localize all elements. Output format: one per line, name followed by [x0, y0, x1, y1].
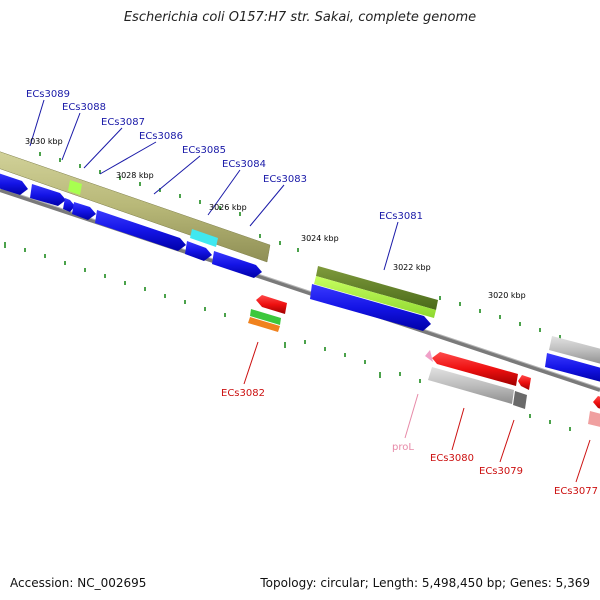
- gene-label-ecs3081[interactable]: ECs3081: [379, 211, 423, 222]
- cog-band-ecs3082-orange: [248, 317, 280, 332]
- cog-band-ecs3079-dark: [513, 391, 527, 409]
- gene-label-ecs3086[interactable]: ECs3086: [139, 131, 183, 142]
- cds-reverse-ecs3077: [593, 396, 600, 409]
- cog-band-ecs3079: [428, 367, 514, 404]
- gene-label-ecs3079[interactable]: ECs3079: [479, 466, 523, 477]
- cog-band-ecs3081-lime: [314, 276, 436, 318]
- trna-prol: [425, 350, 433, 362]
- tick-label: 3026 kbp: [209, 203, 247, 212]
- gene-label-ecs3089[interactable]: ECs3089: [26, 89, 70, 100]
- cog-segment-lime: [68, 180, 82, 195]
- tick-label: 3030 kbp: [25, 137, 63, 146]
- cog-segment-cyan: [190, 229, 218, 247]
- map-title: Escherichia coli O157:H7 str. Sakai, com…: [123, 10, 477, 25]
- cds-reverse-small: [518, 375, 531, 390]
- gene-label-ecs3084[interactable]: ECs3084: [222, 159, 266, 170]
- cog-band-ecs3077: [588, 411, 600, 427]
- gene-label-ecs3080[interactable]: ECs3080: [430, 453, 474, 464]
- cds-reverse-ecs3082: [256, 295, 287, 314]
- gene-label-ecs3085[interactable]: ECs3085: [182, 145, 226, 156]
- gc-skew-dots-upper: [39, 152, 561, 339]
- genome-summary-text: Topology: circular; Length: 5,498,450 bp…: [260, 576, 590, 590]
- cds-forward: [185, 241, 212, 261]
- tick-label: 3024 kbp: [301, 234, 339, 243]
- cds-forward-right: [545, 353, 600, 382]
- accession-text: Accession: NC_002695: [10, 576, 147, 590]
- cds-forward: [72, 202, 96, 220]
- gene-label-ecs3077[interactable]: ECs3077: [554, 486, 598, 497]
- genome-backbone: [0, 188, 600, 392]
- gene-label-prol[interactable]: proL: [392, 442, 414, 453]
- gene-label-ecs3088[interactable]: ECs3088: [62, 102, 106, 113]
- gc-skew-dots-lower: [4, 242, 571, 431]
- label-leaders-forward: [29, 99, 399, 271]
- cds-forward-ecs3081: [310, 284, 431, 331]
- cds-reverse-ecs3080: [432, 352, 518, 386]
- gene-label-ecs3082[interactable]: ECs3082: [221, 388, 265, 399]
- gene-label-ecs3087[interactable]: ECs3087: [101, 117, 145, 128]
- tick-label: 3028 kbp: [116, 171, 154, 180]
- gene-label-ecs3083[interactable]: ECs3083: [263, 174, 307, 185]
- tick-label: 3020 kbp: [488, 291, 526, 300]
- cds-forward: [212, 251, 262, 278]
- cog-band-right: [549, 336, 600, 364]
- label-leader-trna: [404, 393, 419, 439]
- cds-forward: [63, 198, 75, 212]
- cds-forward: [30, 184, 66, 206]
- label-leaders-reverse: [243, 341, 591, 483]
- tick-label: 3022 kbp: [393, 263, 431, 272]
- cog-band-ecs3081: [316, 266, 438, 310]
- cog-band-ecs3082-green: [250, 309, 281, 325]
- cds-forward: [0, 173, 28, 195]
- cds-forward: [95, 210, 186, 251]
